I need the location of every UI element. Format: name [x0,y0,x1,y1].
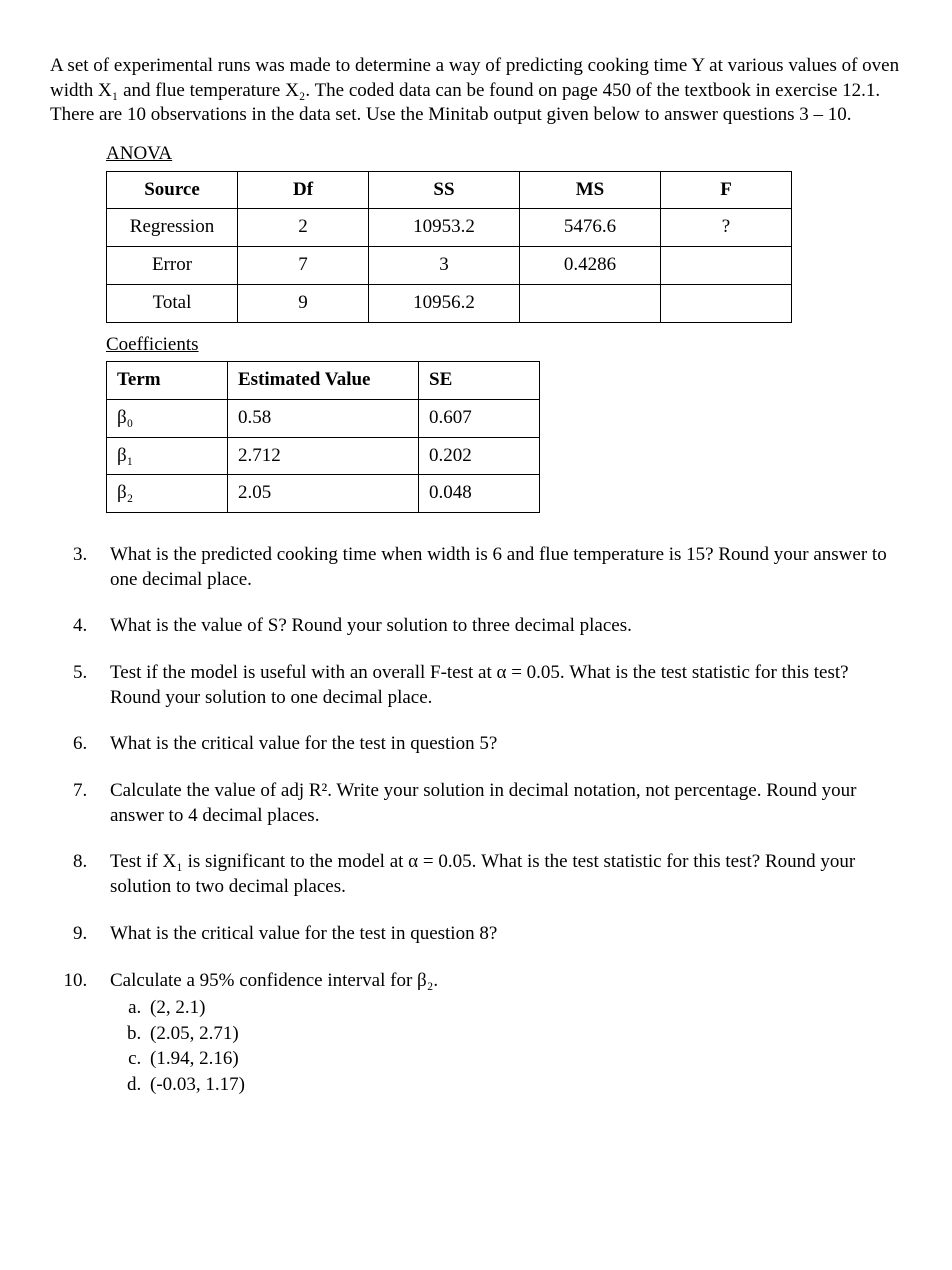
anova-heading: ANOVA [106,142,902,167]
cell: 2.712 [228,437,419,475]
question-10: Calculate a 95% confidence interval for … [92,969,902,1098]
question-list: What is the predicted cooking time when … [50,543,902,1098]
option-b: (2.05, 2.71) [146,1021,902,1047]
cell: 2.05 [228,475,419,513]
cell: β₁ [107,437,228,475]
question-5: Test if the model is useful with an over… [92,661,902,710]
cell [661,284,792,322]
question-7: Calculate the value of adj R². Write you… [92,779,902,828]
col-ms: MS [520,171,661,209]
cell: 2 [238,209,369,247]
cell: 9 [238,284,369,322]
col-ss: SS [369,171,520,209]
cell: Total [107,284,238,322]
col-se: SE [419,362,540,400]
col-df: Df [238,171,369,209]
anova-table: Source Df SS MS F Regression 2 10953.2 5… [106,171,792,323]
option-c: (1.94, 2.16) [146,1046,902,1072]
cell: ? [661,209,792,247]
cell: 5476.6 [520,209,661,247]
table-row: β₂ 2.05 0.048 [107,475,540,513]
cell: 0.607 [419,399,540,437]
cell [520,284,661,322]
cell: β₂ [107,475,228,513]
option-a: (2, 2.1) [146,995,902,1021]
question-10-options: (2, 2.1) (2.05, 2.71) (1.94, 2.16) (-0.0… [110,995,902,1098]
cell: 7 [238,247,369,285]
question-4: What is the value of S? Round your solut… [92,614,902,639]
col-term: Term [107,362,228,400]
cell: β₀ [107,399,228,437]
question-3: What is the predicted cooking time when … [92,543,902,592]
table-row: Total 9 10956.2 [107,284,792,322]
question-9: What is the critical value for the test … [92,922,902,947]
cell: 0.4286 [520,247,661,285]
table-header-row: Source Df SS MS F [107,171,792,209]
option-d: (-0.03, 1.17) [146,1072,902,1098]
cell [661,247,792,285]
cell: 10953.2 [369,209,520,247]
col-estimated-value: Estimated Value [228,362,419,400]
table-header-row: Term Estimated Value SE [107,362,540,400]
cell: Regression [107,209,238,247]
table-row: β₁ 2.712 0.202 [107,437,540,475]
question-10-text: Calculate a 95% confidence interval for … [110,970,438,991]
intro-paragraph: A set of experimental runs was made to d… [50,54,902,128]
col-f: F [661,171,792,209]
cell: 10956.2 [369,284,520,322]
table-row: β₀ 0.58 0.607 [107,399,540,437]
question-6: What is the critical value for the test … [92,732,902,757]
table-row: Regression 2 10953.2 5476.6 ? [107,209,792,247]
table-row: Error 7 3 0.4286 [107,247,792,285]
cell: 3 [369,247,520,285]
cell: Error [107,247,238,285]
coefficients-table: Term Estimated Value SE β₀ 0.58 0.607 β₁… [106,361,540,513]
cell: 0.048 [419,475,540,513]
col-source: Source [107,171,238,209]
cell: 0.58 [228,399,419,437]
question-8: Test if X₁ is significant to the model a… [92,850,902,899]
coefficients-heading: Coefficients [106,333,902,358]
cell: 0.202 [419,437,540,475]
